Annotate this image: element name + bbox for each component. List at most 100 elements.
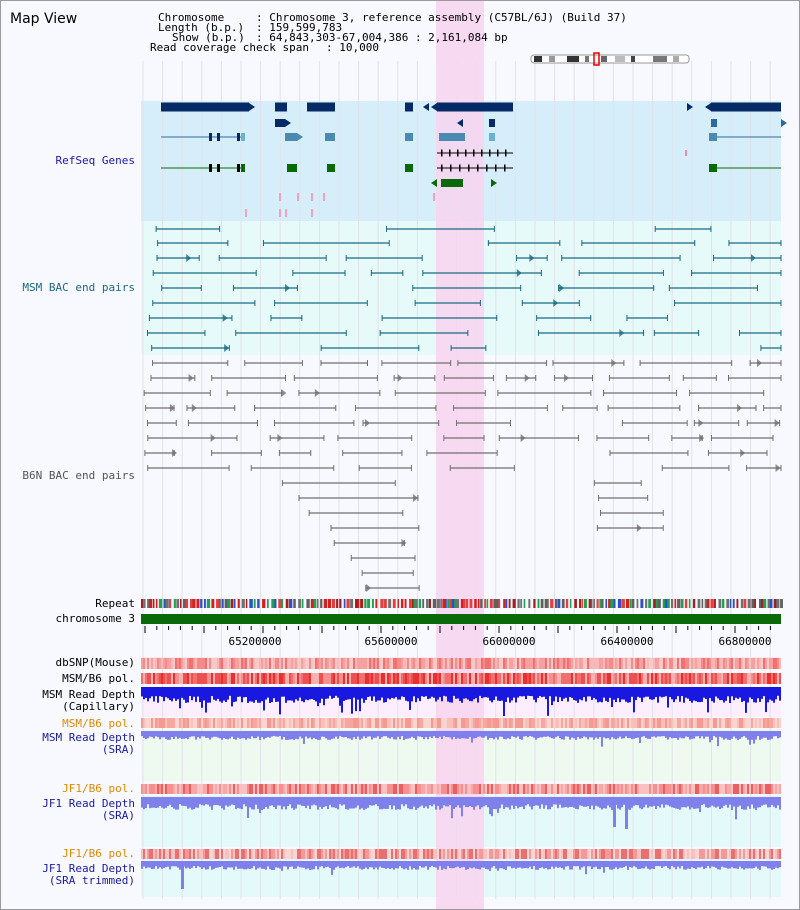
- depth-bar: [297, 797, 299, 805]
- heat-cell: [401, 658, 403, 669]
- heat-cell: [363, 673, 365, 684]
- depth-bar: [297, 861, 299, 867]
- heat-cell: [619, 784, 621, 794]
- repeat-element: [173, 599, 176, 608]
- heat-cell: [633, 658, 635, 669]
- heat-cell: [163, 784, 165, 794]
- depth-bar: [373, 731, 375, 738]
- heat-cell: [477, 718, 479, 728]
- heat-cell: [215, 849, 217, 859]
- depth-bar: [245, 687, 247, 698]
- heat-cell: [369, 658, 371, 669]
- depth-bar: [339, 861, 341, 869]
- depth-bar: [353, 687, 355, 698]
- heat-cell: [749, 849, 751, 859]
- depth-bar: [473, 797, 475, 810]
- repeat-element: [152, 599, 155, 608]
- heat-cell: [707, 784, 709, 794]
- heat-cell: [539, 849, 541, 859]
- depth-bar: [767, 861, 769, 869]
- heat-cell: [365, 849, 367, 859]
- depth-bar: [259, 687, 261, 703]
- repeat-element: [706, 599, 710, 608]
- heat-cell: [221, 718, 223, 728]
- heat-cell: [315, 849, 317, 859]
- depth-bar: [175, 687, 177, 701]
- depth-bar: [207, 731, 209, 738]
- heat-cell: [607, 718, 609, 728]
- heat-cell: [583, 673, 585, 684]
- depth-bar: [663, 797, 665, 808]
- depth-bar: [443, 687, 445, 696]
- heat-cell: [523, 849, 525, 859]
- depth-bar: [373, 861, 375, 870]
- depth-bar: [455, 687, 457, 699]
- depth-bar: [395, 797, 397, 810]
- depth-bar: [319, 687, 321, 703]
- depth-bar: [681, 687, 683, 697]
- depth-bar: [243, 687, 245, 698]
- depth-bar: [243, 861, 245, 870]
- heat-cell: [625, 718, 627, 728]
- heat-cell: [373, 784, 375, 794]
- repeat-element: [605, 599, 608, 608]
- depth-bar: [351, 687, 353, 714]
- depth-bar: [251, 797, 253, 810]
- heat-cell: [301, 849, 303, 859]
- depth-bar: [383, 687, 385, 703]
- heat-cell: [311, 658, 313, 669]
- b6n-bac-pair-arrow: [520, 434, 526, 442]
- heat-cell: [551, 673, 553, 684]
- depth-bar: [325, 797, 327, 807]
- repeat-element: [237, 599, 240, 608]
- depth-bar: [355, 687, 357, 712]
- heat-cell: [509, 718, 511, 728]
- depth-bar: [749, 861, 751, 869]
- depth-bar: [355, 861, 357, 868]
- heat-cell: [165, 673, 167, 684]
- gene-block: [209, 133, 212, 141]
- track-label-b6n-bac[interactable]: B6N BAC end pairs: [22, 469, 135, 482]
- heat-cell: [353, 784, 355, 794]
- depth-bar: [557, 731, 559, 737]
- heat-cell: [565, 673, 567, 684]
- heat-cell: [601, 784, 603, 794]
- depth-bar: [575, 731, 577, 740]
- repeat-element: [280, 599, 284, 608]
- depth-bar: [379, 731, 381, 739]
- repeat-element: [357, 599, 360, 608]
- heat-cell: [717, 718, 719, 728]
- heat-cell: [563, 784, 565, 794]
- gene-block: [449, 149, 451, 157]
- heat-cell: [285, 849, 287, 859]
- heat-cell: [453, 718, 455, 728]
- heat-cell: [691, 784, 693, 794]
- heat-cell: [549, 658, 551, 669]
- heat-cell: [481, 658, 483, 669]
- track-label-refseq[interactable]: RefSeq Genes: [55, 154, 135, 167]
- depth-bar: [655, 797, 657, 809]
- depth-bar: [393, 797, 395, 806]
- depth-bar: [481, 797, 483, 808]
- heat-cell: [173, 658, 175, 669]
- depth-bar: [525, 861, 527, 868]
- heat-cell: [431, 718, 433, 728]
- heat-cell: [707, 673, 709, 684]
- depth-bar: [449, 797, 451, 805]
- heat-cell: [669, 784, 671, 794]
- span-key: Read coverage check span: [150, 41, 309, 54]
- track-label-msm-bac[interactable]: MSM BAC end pairs: [22, 281, 135, 294]
- depth-bar: [499, 687, 501, 702]
- heat-cell: [779, 849, 781, 859]
- heat-cell: [381, 673, 383, 684]
- depth-bar: [239, 731, 241, 739]
- heat-cell: [763, 718, 765, 728]
- heat-cell: [621, 718, 623, 728]
- depth-bar: [631, 861, 633, 868]
- gene-block: [405, 133, 413, 141]
- heat-cell: [517, 718, 519, 728]
- depth-bar: [169, 861, 171, 870]
- depth-bar: [467, 731, 469, 739]
- heat-cell: [729, 718, 731, 728]
